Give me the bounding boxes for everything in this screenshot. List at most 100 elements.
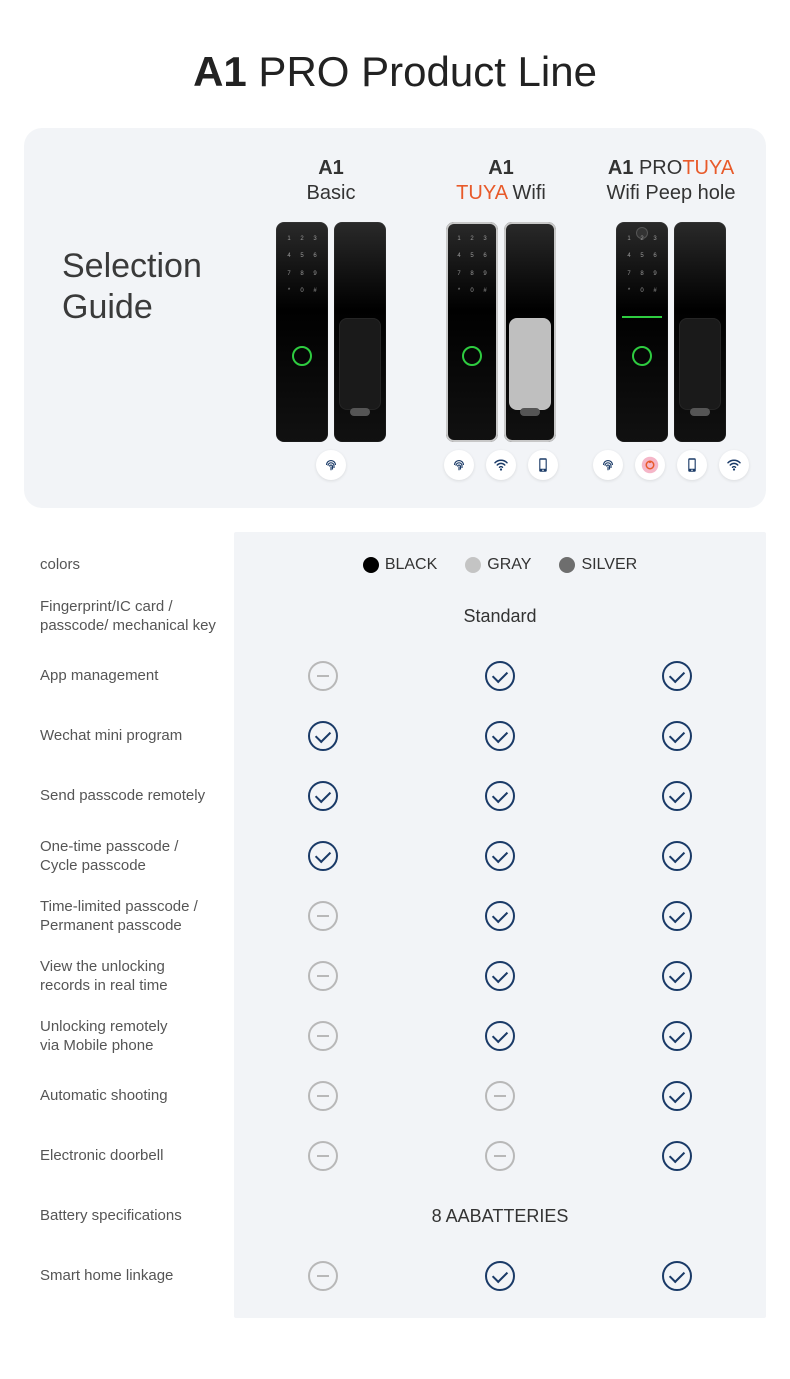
comparison-table: colorsFingerprint/IC card /passcode/ mec… xyxy=(24,532,766,1318)
feature-label: Automatic shooting xyxy=(40,1066,226,1126)
dash-icon xyxy=(485,1141,515,1171)
dash-icon xyxy=(308,1021,338,1051)
table-labels-col: colorsFingerprint/IC card /passcode/ mec… xyxy=(24,532,234,1318)
selection-panel: SelectionGuide A1Basic 123456789*0# A1TU… xyxy=(24,128,766,508)
feature-cell xyxy=(411,1081,588,1111)
product-name: A1Basic xyxy=(246,156,416,208)
feature-cell xyxy=(234,1081,411,1111)
dash-icon xyxy=(308,901,338,931)
lock-back xyxy=(504,222,556,442)
feature-text: Standard xyxy=(234,606,766,627)
dash-icon xyxy=(308,1081,338,1111)
products-row: A1Basic 123456789*0# A1TUYA Wifi 1234567… xyxy=(246,156,766,480)
feature-cell xyxy=(234,661,411,691)
feature-cell xyxy=(411,961,588,991)
feature-cell xyxy=(589,1261,766,1291)
feature-cell xyxy=(589,901,766,931)
feature-cell xyxy=(589,1021,766,1051)
feature-row xyxy=(234,946,766,1006)
feature-cell xyxy=(234,961,411,991)
check-icon xyxy=(662,841,692,871)
product-column: A1Basic 123456789*0# xyxy=(246,156,416,480)
color-option: SILVER xyxy=(559,556,637,574)
dash-icon xyxy=(485,1081,515,1111)
check-icon xyxy=(662,901,692,931)
check-icon xyxy=(662,661,692,691)
check-icon xyxy=(485,961,515,991)
feature-label: Wechat mini program xyxy=(40,706,226,766)
wifi-icon xyxy=(719,450,749,480)
fingerprint-icon xyxy=(444,450,474,480)
feature-cell xyxy=(589,721,766,751)
title-rest: PRO Product Line xyxy=(247,48,597,95)
product-name: A1TUYA Wifi xyxy=(416,156,586,208)
phone-icon xyxy=(528,450,558,480)
feature-row: 8 AABATTERIES xyxy=(234,1186,766,1246)
page-title: A1 PRO Product Line xyxy=(0,0,790,128)
feature-label: View the unlockingrecords in real time xyxy=(40,946,226,1006)
selection-guide-label: SelectionGuide xyxy=(24,156,246,328)
feature-row xyxy=(234,826,766,886)
feature-cell xyxy=(589,961,766,991)
feature-label: Unlocking remotelyvia Mobile phone xyxy=(40,1006,226,1066)
feature-label: One-time passcode /Cycle passcode xyxy=(40,826,226,886)
lock-front: 123456789*0# xyxy=(276,222,328,442)
fingerprint-icon xyxy=(593,450,623,480)
feature-icons xyxy=(416,450,586,480)
feature-row xyxy=(234,766,766,826)
check-icon xyxy=(308,781,338,811)
lock-front: 123456789*0# xyxy=(446,222,498,442)
product-name: A1 PROTUYAWifi Peep hole xyxy=(586,156,756,208)
lock-back xyxy=(334,222,386,442)
wifi-icon xyxy=(486,450,516,480)
check-icon xyxy=(308,721,338,751)
dash-icon xyxy=(308,1261,338,1291)
feature-cell xyxy=(234,901,411,931)
feature-row xyxy=(234,1126,766,1186)
feature-label: Time-limited passcode /Permanent passcod… xyxy=(40,886,226,946)
lock-pair: 123456789*0# xyxy=(586,222,756,442)
dash-icon xyxy=(308,1141,338,1171)
feature-cell xyxy=(589,841,766,871)
dash-icon xyxy=(308,961,338,991)
feature-icons xyxy=(586,450,756,480)
feature-cell xyxy=(411,661,588,691)
check-icon xyxy=(485,1021,515,1051)
check-icon xyxy=(485,661,515,691)
check-icon xyxy=(662,781,692,811)
feature-cell xyxy=(411,781,588,811)
feature-row xyxy=(234,1066,766,1126)
phone-icon xyxy=(677,450,707,480)
feature-row: Standard xyxy=(234,586,766,646)
feature-text: 8 AABATTERIES xyxy=(234,1206,766,1227)
feature-cell xyxy=(234,721,411,751)
lock-front: 123456789*0# xyxy=(616,222,668,442)
feature-cell xyxy=(411,841,588,871)
feature-cell xyxy=(234,1261,411,1291)
feature-cell xyxy=(411,1021,588,1051)
fingerprint-icon xyxy=(316,450,346,480)
check-icon xyxy=(485,841,515,871)
check-icon xyxy=(485,901,515,931)
check-icon xyxy=(308,841,338,871)
lock-back xyxy=(674,222,726,442)
feature-row xyxy=(234,1246,766,1306)
feature-label: Electronic doorbell xyxy=(40,1126,226,1186)
feature-row xyxy=(234,886,766,946)
feature-label: Battery specifications xyxy=(40,1186,226,1246)
check-icon xyxy=(662,961,692,991)
feature-cell xyxy=(589,781,766,811)
table-grid: BLACKGRAYSILVERStandard8 AABATTERIES xyxy=(234,532,766,1318)
feature-cell xyxy=(411,901,588,931)
product-column: A1 PROTUYAWifi Peep hole 123456789*0# xyxy=(586,156,756,480)
feature-label: Send passcode remotely xyxy=(40,766,226,826)
product-column: A1TUYA Wifi 123456789*0# xyxy=(416,156,586,480)
check-icon xyxy=(662,1261,692,1291)
dash-icon xyxy=(308,661,338,691)
check-icon xyxy=(485,1261,515,1291)
colors-label: colors xyxy=(40,544,226,586)
check-icon xyxy=(662,721,692,751)
peephole-icon xyxy=(635,450,665,480)
lock-pair: 123456789*0# xyxy=(246,222,416,442)
feature-cell xyxy=(589,1081,766,1111)
